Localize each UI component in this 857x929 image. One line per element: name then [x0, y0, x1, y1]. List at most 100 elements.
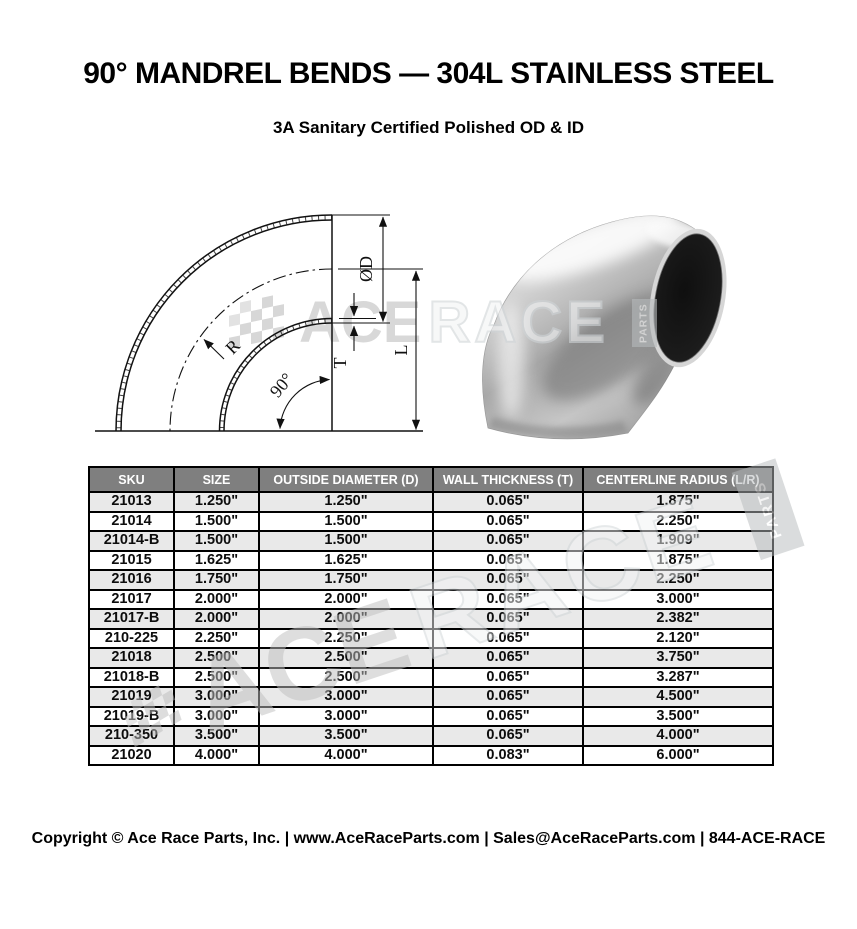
sku-cell: 21014-B	[88, 530, 175, 552]
sku-cell: 21017-B	[88, 608, 175, 630]
outside-diameter-cell: 2.500"	[258, 666, 434, 688]
outside-diameter-cell: 1.500"	[258, 530, 434, 552]
bend-tube-outline	[115, 214, 333, 432]
spec-table: SKU SIZE OUTSIDE DIAMETER (D) WALL THICKNES…	[88, 466, 774, 766]
table-row: 21014-B 1.500" 1.500" 0.065" 1.909"	[88, 530, 774, 552]
size-cell: 1.500"	[173, 510, 260, 532]
technical-drawing-90-bend: ØD L T R 90°	[95, 214, 423, 432]
outside-diameter-cell: 1.625"	[258, 549, 434, 571]
table-row: 21017-B 2.000" 2.000" 0.065" 2.382"	[88, 608, 774, 630]
size-cell: 2.000"	[173, 588, 260, 610]
sku-cell: 21018-B	[88, 666, 175, 688]
dimension-label-angle: 90°	[266, 369, 298, 401]
dimension-label-thickness: T	[330, 358, 350, 369]
wall-thickness-cell: 0.065"	[432, 725, 584, 747]
size-cell: 4.000"	[173, 744, 260, 766]
size-cell: 1.250"	[173, 491, 260, 513]
table-row: 210-350 3.500" 3.500" 0.065" 4.000"	[88, 725, 774, 747]
size-cell: 3.000"	[173, 705, 260, 727]
centerline-radius-cell: 1.875"	[582, 549, 774, 571]
table-row: 21016 1.750" 1.750" 0.065" 2.250"	[88, 569, 774, 591]
dimension-label-length: L	[391, 345, 411, 356]
size-cell: 2.250"	[173, 627, 260, 649]
table-row: 21019 3.000" 3.000" 0.065" 4.500"	[88, 686, 774, 708]
outside-diameter-cell: 2.250"	[258, 627, 434, 649]
elbow-body	[482, 215, 727, 440]
column-header: OUTSIDE DIAMETER (D)	[258, 466, 434, 493]
dimension-label-radius: R	[221, 335, 244, 358]
table-row: 21020 4.000" 4.000" 0.083" 6.000"	[88, 744, 774, 766]
centerline-radius-cell: 2.120"	[582, 627, 774, 649]
dimension-label-diameter: ØD	[356, 256, 376, 282]
sku-cell: 21020	[88, 744, 175, 766]
outside-diameter-cell: 1.500"	[258, 510, 434, 532]
outside-diameter-cell: 4.000"	[258, 744, 434, 766]
wall-thickness-cell: 0.065"	[432, 608, 584, 630]
centerline-radius-cell: 3.287"	[582, 666, 774, 688]
size-cell: 1.500"	[173, 530, 260, 552]
centerline-radius-cell: 1.875"	[582, 491, 774, 513]
wall-thickness-cell: 0.065"	[432, 510, 584, 532]
centerline-radius-cell: 3.500"	[582, 705, 774, 727]
sku-cell: 21013	[88, 491, 175, 513]
table-row: 210-225 2.250" 2.250" 0.065" 2.120"	[88, 627, 774, 649]
sku-cell: 210-225	[88, 627, 175, 649]
outside-diameter-cell: 2.500"	[258, 647, 434, 669]
table-row: 21017 2.000" 2.000" 0.065" 3.000"	[88, 588, 774, 610]
elbow-opening	[653, 233, 723, 363]
sku-cell: 210-350	[88, 725, 175, 747]
column-header: SKU	[88, 466, 175, 493]
wall-thickness-cell: 0.065"	[432, 686, 584, 708]
sku-cell: 21015	[88, 549, 175, 571]
outside-diameter-cell: 3.000"	[258, 686, 434, 708]
outside-diameter-cell: 2.000"	[258, 588, 434, 610]
sku-cell: 21017	[88, 588, 175, 610]
outside-diameter-cell: 3.500"	[258, 725, 434, 747]
outside-diameter-cell: 3.000"	[258, 705, 434, 727]
wall-thickness-cell: 0.065"	[432, 647, 584, 669]
sku-cell: 21019	[88, 686, 175, 708]
table-body: 21013 1.250" 1.250" 0.065" 1.875" 21014 1.500"…	[88, 491, 774, 766]
sku-cell: 21018	[88, 647, 175, 669]
column-header: SIZE	[173, 466, 260, 493]
size-cell: 2.000"	[173, 608, 260, 630]
size-cell: 1.625"	[173, 549, 260, 571]
outside-diameter-cell: 1.250"	[258, 491, 434, 513]
outside-diameter-cell: 2.000"	[258, 608, 434, 630]
wall-thickness-cell: 0.065"	[432, 530, 584, 552]
page-subtitle: 3A Sanitary Certified Polished OD & ID	[272, 118, 585, 137]
wall-thickness-cell: 0.065"	[432, 705, 584, 727]
centerline-radius-cell: 2.382"	[582, 608, 774, 630]
page-title: 90° MANDREL BENDS — 304L STAINLESS STEEL	[83, 57, 774, 90]
centerline-radius-cell: 2.250"	[582, 510, 774, 532]
wall-thickness-cell: 0.065"	[432, 627, 584, 649]
centerline-radius-cell: 1.909"	[582, 530, 774, 552]
table-row: 21019-B 3.000" 3.000" 0.065" 3.500"	[88, 705, 774, 727]
size-cell: 2.500"	[173, 666, 260, 688]
table-row: 21014 1.500" 1.500" 0.065" 2.250"	[88, 510, 774, 532]
table-header-row: SKU SIZE OUTSIDE DIAMETER (D) WALL THICKNES…	[88, 466, 774, 493]
size-cell: 1.750"	[173, 569, 260, 591]
table-row: 21015 1.625" 1.625" 0.065" 1.875"	[88, 549, 774, 571]
centerline-radius-cell: 6.000"	[582, 744, 774, 766]
wall-thickness-cell: 0.065"	[432, 549, 584, 571]
wall-thickness-cell: 0.065"	[432, 569, 584, 591]
centerline-radius-cell: 4.000"	[582, 725, 774, 747]
size-cell: 2.500"	[173, 647, 260, 669]
table-row: 21013 1.250" 1.250" 0.065" 1.875"	[88, 491, 774, 513]
dimension-lines	[203, 216, 421, 431]
elbow-foot-shading	[488, 417, 628, 439]
table-row: 21018-B 2.500" 2.500" 0.065" 3.287"	[88, 666, 774, 688]
wall-thickness-cell: 0.065"	[432, 491, 584, 513]
column-header: CENTERLINE RADIUS (L/R)	[582, 466, 774, 493]
centerline-radius-cell: 3.750"	[582, 647, 774, 669]
wall-thickness-cell: 0.083"	[432, 744, 584, 766]
centerline-radius-cell: 4.500"	[582, 686, 774, 708]
column-header: WALL THICKNESS (T)	[432, 466, 584, 493]
product-photo-elbow	[482, 215, 727, 440]
centerline-radius-cell: 2.250"	[582, 569, 774, 591]
sku-cell: 21016	[88, 569, 175, 591]
centerline-radius-cell: 3.000"	[582, 588, 774, 610]
sku-cell: 21019-B	[88, 705, 175, 727]
